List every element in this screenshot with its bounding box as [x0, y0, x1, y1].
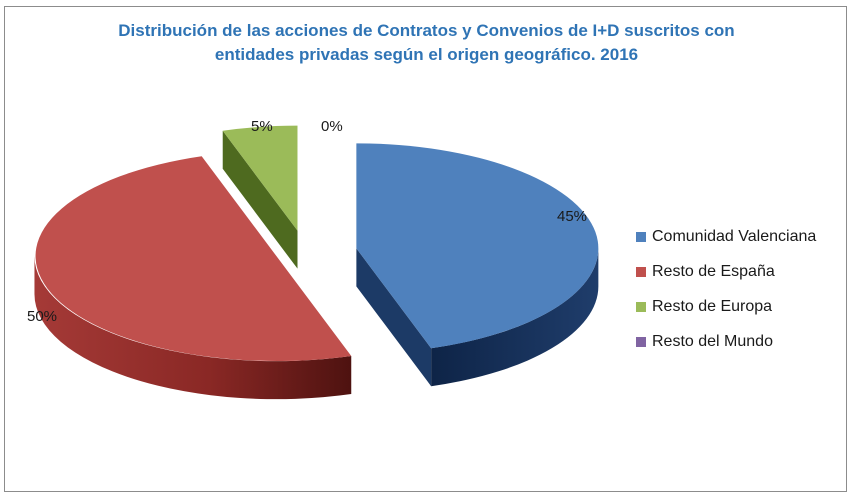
legend-label: Comunidad Valenciana: [652, 228, 817, 245]
legend-item-comunidad-valenciana: Comunidad Valenciana: [636, 227, 816, 262]
pie-slice-comunidad-valenciana: [356, 143, 599, 387]
data-label: 0%: [321, 118, 343, 135]
pie-slice-edge: [222, 130, 298, 269]
pie-slice-resto-de-espana: [34, 156, 352, 400]
legend-item-resto-del-mundo: Resto del Mundo: [636, 332, 816, 367]
data-label: 5%: [251, 118, 273, 135]
pie-slices: [34, 125, 599, 400]
pie-slice-edge: [356, 248, 432, 387]
pie-chart: 45% 50% 5% 0%: [27, 118, 599, 400]
legend-label: Resto del Mundo: [652, 333, 773, 350]
pie-slice-top: [356, 143, 599, 349]
legend-swatch: [636, 267, 646, 277]
chart-frame: Distribución de las acciones de Contrato…: [4, 6, 847, 492]
legend-swatch: [636, 232, 646, 242]
chart-title-line-2: entidades privadas según el origen geogr…: [214, 45, 639, 64]
pie-slice-resto-de-europa: [222, 125, 298, 269]
data-label: 45%: [557, 208, 587, 225]
legend-swatch: [636, 337, 646, 347]
legend-label: Resto de Europa: [652, 298, 773, 315]
legend: Comunidad Valenciana Resto de España Res…: [636, 227, 816, 367]
legend-swatch: [636, 302, 646, 312]
chart-title-line-1: Distribución de las acciones de Contrato…: [118, 21, 735, 40]
chart-title: Distribución de las acciones de Contrato…: [5, 19, 848, 67]
pie-slice-side: [34, 256, 352, 400]
pie-slice-side: [431, 248, 599, 387]
legend-item-resto-de-europa: Resto de Europa: [636, 297, 816, 332]
pie-slice-top: [35, 156, 352, 362]
legend-item-resto-de-espana: Resto de España: [636, 262, 816, 297]
pie-slice-top: [222, 125, 298, 231]
data-label: 50%: [27, 308, 57, 325]
legend-label: Resto de España: [652, 263, 775, 280]
